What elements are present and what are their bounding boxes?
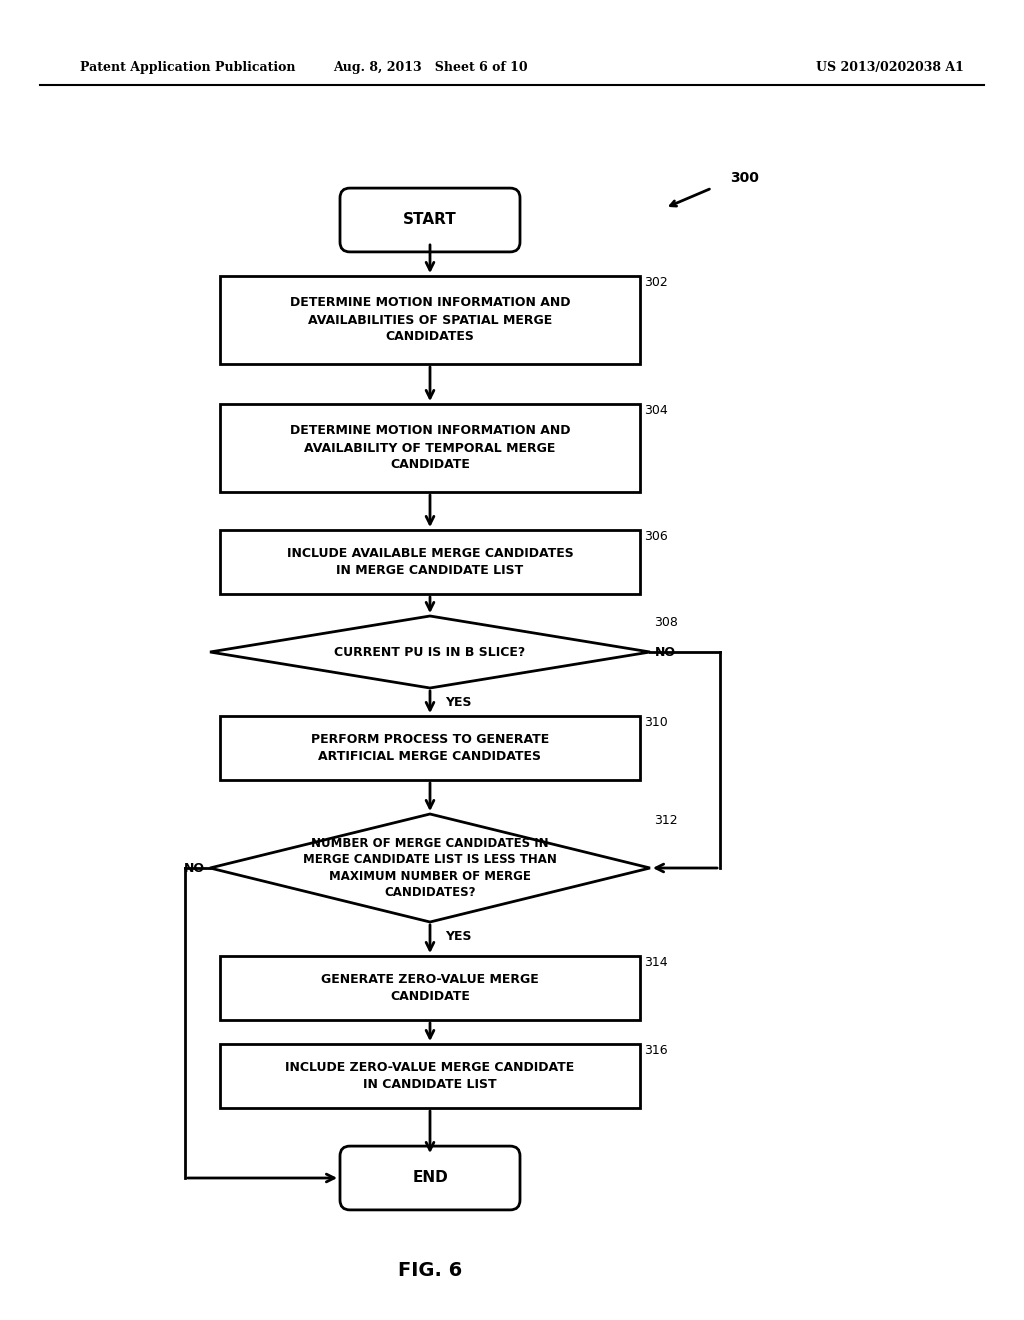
Text: 308: 308: [654, 616, 678, 630]
Text: 306: 306: [644, 531, 668, 543]
Bar: [220, 276, 640, 364]
Text: PERFORM PROCESS TO GENERATE
ARTIFICIAL MERGE CANDIDATES: PERFORM PROCESS TO GENERATE ARTIFICIAL M…: [311, 733, 549, 763]
Text: 310: 310: [644, 715, 668, 729]
Text: INCLUDE AVAILABLE MERGE CANDIDATES
IN MERGE CANDIDATE LIST: INCLUDE AVAILABLE MERGE CANDIDATES IN ME…: [287, 546, 573, 577]
FancyBboxPatch shape: [340, 1146, 520, 1210]
Text: FIG. 6: FIG. 6: [398, 1261, 462, 1279]
Bar: [220, 1044, 640, 1107]
Text: NO: NO: [655, 645, 676, 659]
Text: Aug. 8, 2013   Sheet 6 of 10: Aug. 8, 2013 Sheet 6 of 10: [333, 62, 527, 74]
Text: NO: NO: [184, 862, 205, 874]
Text: START: START: [403, 213, 457, 227]
Text: US 2013/0202038 A1: US 2013/0202038 A1: [816, 62, 964, 74]
Text: CURRENT PU IS IN B SLICE?: CURRENT PU IS IN B SLICE?: [335, 645, 525, 659]
Text: GENERATE ZERO-VALUE MERGE
CANDIDATE: GENERATE ZERO-VALUE MERGE CANDIDATE: [322, 973, 539, 1003]
Text: DETERMINE MOTION INFORMATION AND
AVAILABILITIES OF SPATIAL MERGE
CANDIDATES: DETERMINE MOTION INFORMATION AND AVAILAB…: [290, 297, 570, 343]
Text: 304: 304: [644, 404, 668, 417]
Bar: [220, 531, 640, 594]
Text: YES: YES: [445, 696, 471, 709]
Text: 300: 300: [730, 172, 759, 185]
Bar: [220, 715, 640, 780]
Text: Patent Application Publication: Patent Application Publication: [80, 62, 296, 74]
FancyBboxPatch shape: [340, 187, 520, 252]
Bar: [220, 956, 640, 1020]
Text: END: END: [412, 1171, 447, 1185]
Text: INCLUDE ZERO-VALUE MERGE CANDIDATE
IN CANDIDATE LIST: INCLUDE ZERO-VALUE MERGE CANDIDATE IN CA…: [286, 1061, 574, 1092]
Polygon shape: [210, 814, 650, 921]
Text: 316: 316: [644, 1044, 668, 1057]
Polygon shape: [210, 616, 650, 688]
Text: 302: 302: [644, 276, 668, 289]
Text: 312: 312: [654, 814, 678, 828]
Text: YES: YES: [445, 931, 471, 942]
Text: DETERMINE MOTION INFORMATION AND
AVAILABILITY OF TEMPORAL MERGE
CANDIDATE: DETERMINE MOTION INFORMATION AND AVAILAB…: [290, 425, 570, 471]
Bar: [220, 404, 640, 492]
Text: 314: 314: [644, 956, 668, 969]
Text: NUMBER OF MERGE CANDIDATES IN
MERGE CANDIDATE LIST IS LESS THAN
MAXIMUM NUMBER O: NUMBER OF MERGE CANDIDATES IN MERGE CAND…: [303, 837, 557, 899]
